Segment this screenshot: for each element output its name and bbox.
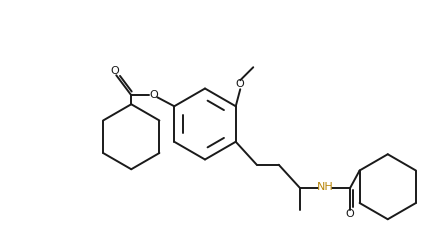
- Text: O: O: [346, 209, 354, 219]
- Text: NH: NH: [317, 182, 334, 192]
- Text: O: O: [149, 90, 158, 100]
- Text: O: O: [236, 79, 245, 89]
- Text: O: O: [110, 66, 118, 76]
